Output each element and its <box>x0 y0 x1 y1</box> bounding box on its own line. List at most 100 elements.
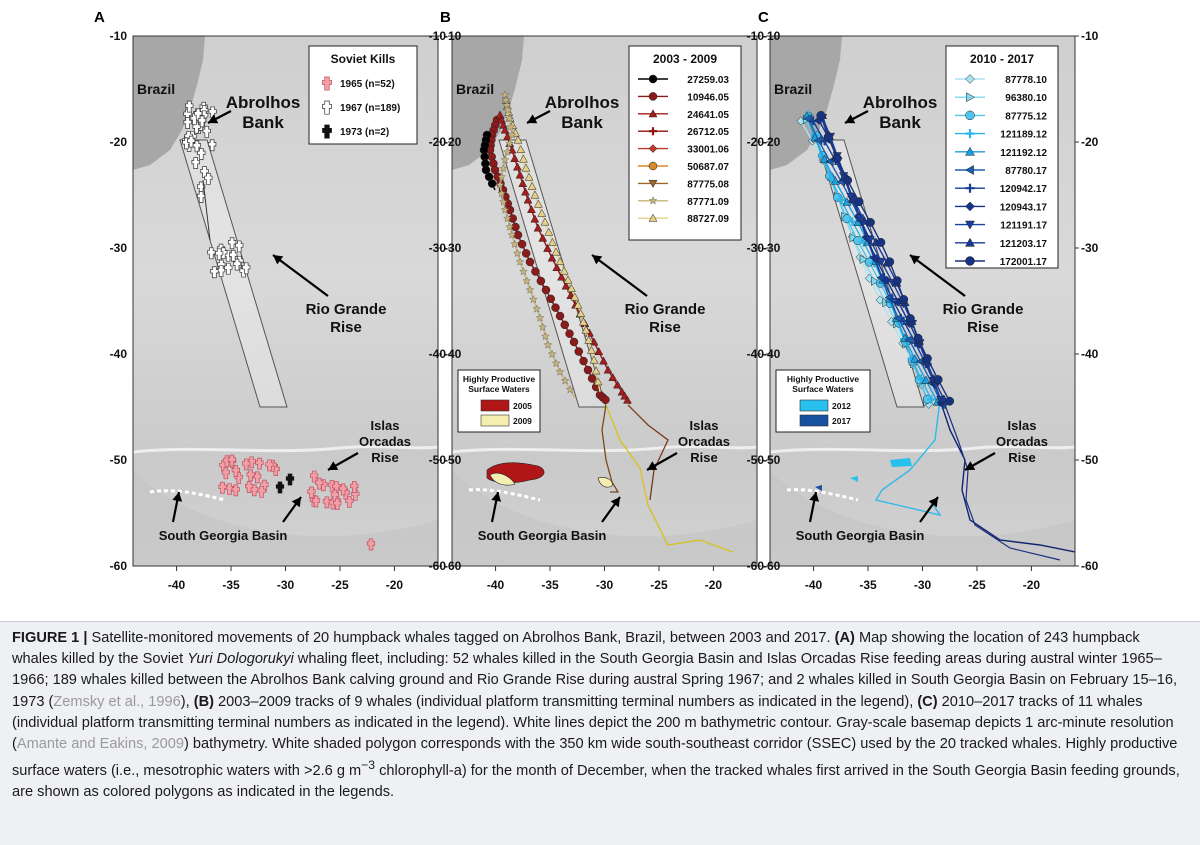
hpw-title: Highly Productive <box>787 374 860 384</box>
track-point <box>501 95 511 104</box>
track-point <box>526 205 536 213</box>
kill-marker-1967 <box>197 115 207 128</box>
legend-c <box>945 45 1059 269</box>
hpw-label: 2005 <box>513 401 532 411</box>
track-point <box>510 239 519 248</box>
y-tick-label: -20 <box>429 135 447 149</box>
y-tick-label-right: -30 <box>1081 241 1099 255</box>
x-tick-label: -20 <box>705 578 723 592</box>
arrow-head <box>610 497 620 508</box>
label-islas-orcadas-rise: Islas <box>371 418 400 433</box>
track-point <box>511 222 520 232</box>
legend-kill-marker <box>322 76 332 91</box>
panel-b-letter: B <box>440 9 451 26</box>
track-point <box>506 122 515 131</box>
track-point <box>497 189 506 198</box>
track-point <box>945 396 955 406</box>
x-tick-label: -25 <box>331 578 349 592</box>
y-tick-label: -60 <box>110 559 128 573</box>
track-point <box>497 172 506 181</box>
track-point <box>531 267 540 276</box>
panel-c-letter: C <box>758 9 769 26</box>
track-point <box>587 345 596 354</box>
label-islas-orcadas-rise: Rise <box>1008 450 1035 465</box>
track-point <box>547 253 557 262</box>
caption-part: Map showing the location of 243 humpback… <box>12 630 1140 668</box>
track-point <box>899 295 909 304</box>
whale-track <box>605 404 734 553</box>
kill-marker-1973 <box>285 473 295 486</box>
kill-marker-1967 <box>197 148 206 160</box>
track-point <box>836 195 846 205</box>
arrow-head <box>910 255 921 265</box>
kill-marker-1965 <box>242 458 251 471</box>
hpw-title: Highly Productive <box>463 374 536 384</box>
kill-marker-1965 <box>227 454 236 467</box>
track-point <box>599 356 608 365</box>
kill-marker-1965 <box>307 486 316 499</box>
legend-marker <box>965 201 975 212</box>
reference-link-amante[interactable]: Amante and Eakins, 2009 <box>16 736 185 753</box>
track-point <box>913 333 923 343</box>
basin-shading <box>770 470 1075 566</box>
track-point <box>510 153 520 162</box>
track-point <box>885 257 895 267</box>
track-point <box>559 266 569 275</box>
track-point <box>843 175 853 185</box>
label-islas-orcadas-rise: Orcadas <box>359 434 411 449</box>
y-tick-label: -50 <box>110 453 128 467</box>
track-point <box>551 358 561 368</box>
x-tick-label: -35 <box>859 578 877 592</box>
panel-a-letter: A <box>94 9 105 26</box>
arrow-head <box>965 461 976 470</box>
label-rio-grande-rise: Rio Grande <box>943 301 1024 318</box>
label-rio-grande-rise: Rio Grande <box>625 301 706 318</box>
track-point <box>555 311 565 321</box>
track-point <box>922 354 932 364</box>
arrow-head <box>273 255 284 265</box>
caption-part: Satellite-monitored movements of 20 hump… <box>87 630 835 646</box>
figure-maps: A Soviet Kills 1965 (n=52) 1967 (n=189) 19… <box>94 9 1099 592</box>
legend-marker <box>965 146 975 156</box>
productive-waters-2017 <box>815 485 822 491</box>
track-point <box>848 217 857 226</box>
label-south-georgia-basin: South Georgia Basin <box>478 528 607 543</box>
legend-marker <box>648 74 658 84</box>
pointer-arrow <box>272 254 329 297</box>
hpw-label: 2012 <box>832 401 851 411</box>
kill-marker-1965 <box>231 484 240 497</box>
track-point <box>561 281 571 290</box>
caption-part: 2003–2009 tracks of 9 whales (individual… <box>214 693 918 710</box>
track-point <box>536 276 546 286</box>
track-point <box>905 314 915 324</box>
legend-c-item: 120942.17 <box>1000 184 1048 195</box>
kill-marker-1967 <box>242 262 251 275</box>
track-point <box>521 249 531 258</box>
y-tick-label: -10 <box>747 29 765 43</box>
track-point <box>525 285 535 294</box>
caption-ship-name: Yuri Dologorukyi <box>187 651 294 668</box>
y-tick-label-right: -40 <box>1081 347 1099 361</box>
track-point <box>910 354 920 363</box>
legend-marker <box>648 179 658 188</box>
track-point <box>513 248 522 258</box>
track-point <box>921 375 931 384</box>
y-tick-label-right: -50 <box>1081 453 1099 467</box>
y-tick-label-right: -60 <box>444 559 462 573</box>
caption-text: FIGURE 1 | Satellite-monitored movements… <box>12 628 1188 803</box>
label-rio-grande-rise: Rio Grande <box>306 301 387 318</box>
label-rio-grande-rise: Rise <box>330 319 362 336</box>
track-point <box>569 337 579 347</box>
y-tick-label: -40 <box>429 347 447 361</box>
track-point <box>865 236 875 245</box>
kill-marker-1965 <box>333 498 342 511</box>
legend-b-item: 27259.03 <box>687 75 729 86</box>
caption-part: ), <box>180 693 194 710</box>
arrow-head <box>928 497 938 508</box>
kill-marker-1965 <box>322 496 331 509</box>
legend-a-title: Soviet Kills <box>331 52 396 66</box>
track-point <box>513 230 523 240</box>
track-point <box>505 113 514 123</box>
reference-link-zemsky[interactable]: Zemsky et al., 1996 <box>53 693 181 710</box>
x-tick-label: -30 <box>277 578 295 592</box>
